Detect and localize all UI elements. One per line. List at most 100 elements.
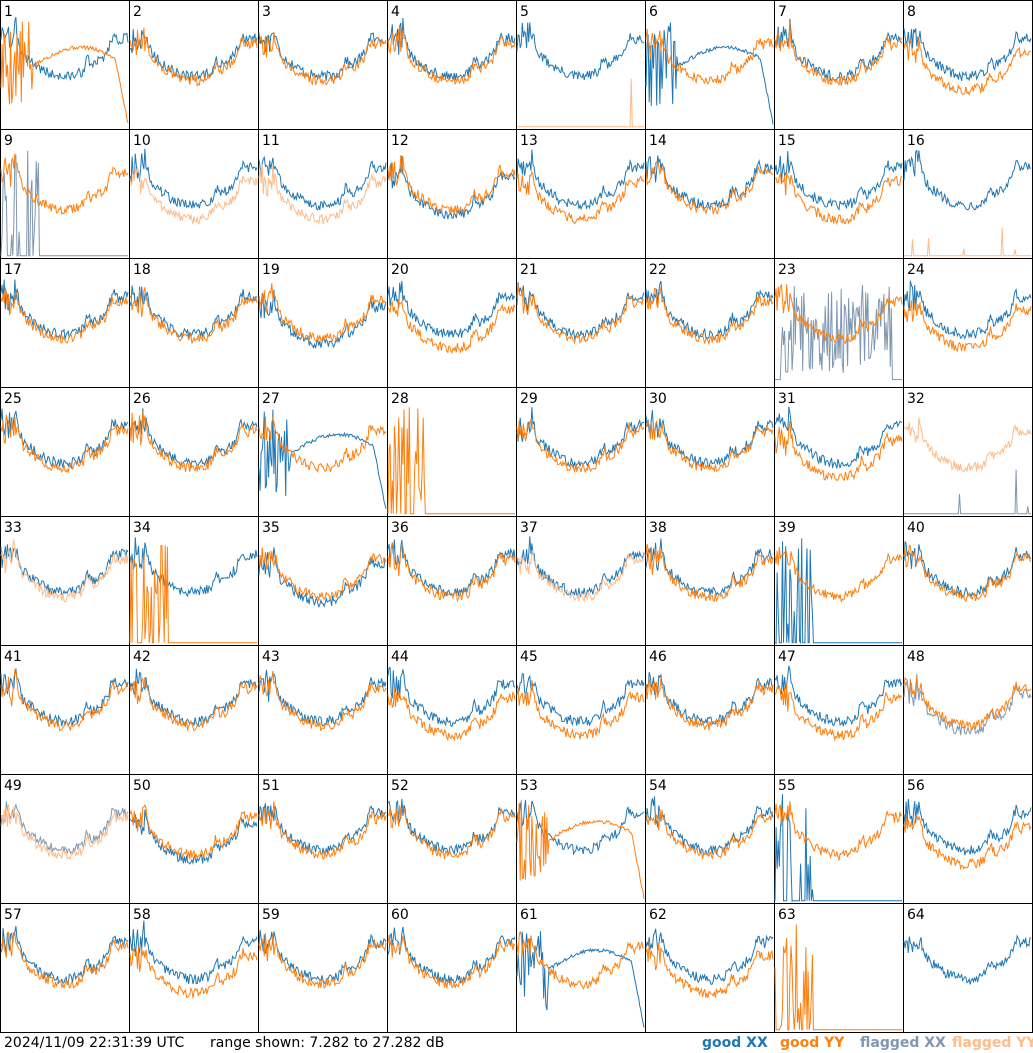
- panel-63: 63: [774, 903, 904, 1033]
- panel-label: 28: [391, 391, 409, 407]
- series-yy-line: [903, 814, 1032, 871]
- panel-label: 36: [391, 520, 409, 536]
- panel-label: 20: [391, 262, 409, 278]
- panel-label: 18: [133, 262, 151, 278]
- series-yy-line: [258, 416, 387, 474]
- panel-42: 42: [129, 645, 259, 775]
- series-yy-line: [516, 679, 645, 740]
- panel-label: 32: [907, 391, 925, 407]
- panel-label: 53: [520, 778, 538, 794]
- series-xx-line: [903, 541, 1032, 599]
- panel-label: 17: [4, 262, 22, 278]
- panel-3: 3: [258, 0, 388, 130]
- panel-22: 22: [645, 258, 775, 388]
- series-xx-line: [645, 22, 774, 125]
- panel-43: 43: [258, 645, 388, 775]
- panel-label: 39: [778, 520, 796, 536]
- panel-51: 51: [258, 774, 388, 904]
- series-yy-line: [258, 801, 387, 860]
- legend-flagged-yy: flagged YY: [952, 1035, 1033, 1051]
- panel-59: 59: [258, 903, 388, 1033]
- series-xx-line: [387, 539, 516, 597]
- series-xx-line: [258, 669, 387, 727]
- panel-14: 14: [645, 129, 775, 259]
- series-yy-line: [258, 164, 387, 226]
- panel-55: 55: [774, 774, 904, 904]
- series-yy-line: [387, 542, 516, 603]
- series-yy-line: [645, 676, 774, 731]
- panel-label: 52: [391, 778, 409, 794]
- series-yy-line: [645, 286, 774, 346]
- panel-label: 7: [778, 4, 787, 20]
- series-xx-line: [903, 798, 1032, 856]
- series-yy-line: [645, 160, 774, 215]
- panel-label: 13: [520, 133, 538, 149]
- panel-35: 35: [258, 516, 388, 646]
- panel-label: 48: [907, 649, 925, 665]
- panel-28: 28: [387, 387, 517, 517]
- series-yy-line: [0, 153, 129, 215]
- legend-flagged-xx: flagged XX: [860, 1035, 946, 1051]
- panel-6: 6: [645, 0, 775, 130]
- panel-label: 61: [520, 907, 538, 923]
- panel-label: 19: [262, 262, 280, 278]
- panel-label: 62: [649, 907, 667, 923]
- series-xx-line: [645, 796, 774, 856]
- series-xx-line: [904, 469, 1031, 515]
- series-xx-line: [0, 279, 129, 341]
- panel-label: 1: [4, 4, 13, 20]
- panel-21: 21: [516, 258, 646, 388]
- panel-frame: [129, 0, 259, 130]
- panel-48: 48: [903, 645, 1033, 775]
- series-xx-line: [258, 409, 387, 509]
- series-yy-line: [387, 934, 516, 989]
- panel-12: 12: [387, 129, 517, 259]
- panel-40: 40: [903, 516, 1033, 646]
- series-xx-line: [258, 155, 387, 211]
- panel-label: 43: [262, 649, 280, 665]
- series-xx-line: [774, 794, 902, 902]
- panel-label: 41: [4, 649, 22, 665]
- series-yy-line: [774, 420, 903, 482]
- panel-23: 23: [774, 258, 904, 388]
- panel-39: 39: [774, 516, 904, 646]
- panel-50: 50: [129, 774, 259, 904]
- panel-19: 19: [258, 258, 388, 388]
- panel-label: 45: [520, 649, 538, 665]
- series-xx-line: [645, 410, 774, 470]
- series-yy-line: [903, 417, 1032, 473]
- panel-18: 18: [129, 258, 259, 388]
- panel-label: 38: [649, 520, 667, 536]
- panel-31: 31: [774, 387, 904, 517]
- panel-5: 5: [516, 0, 646, 130]
- series-xx-line: [258, 929, 387, 985]
- series-xx-line: [774, 538, 902, 645]
- series-yy-line: [903, 676, 1032, 732]
- series-yy-line: [516, 170, 645, 225]
- panel-27: 27: [258, 387, 388, 517]
- series-xx-line: [129, 920, 258, 985]
- legend-good-xx: good XX: [702, 1035, 768, 1051]
- footer-bar: 2024/11/09 22:31:39 UTC range shown: 7.2…: [0, 1033, 1033, 1053]
- panel-label: 54: [649, 778, 667, 794]
- panel-label: 12: [391, 133, 409, 149]
- panel-1: 1: [0, 0, 130, 130]
- series-yy-line: [387, 299, 516, 354]
- panel-frame: [516, 0, 646, 130]
- panel-label: 6: [649, 4, 658, 20]
- series-yy-line: [0, 804, 129, 861]
- series-xx-line: [516, 536, 645, 599]
- series-yy-line: [387, 155, 516, 215]
- panel-64: 64: [903, 903, 1033, 1033]
- panel-11: 11: [258, 129, 388, 259]
- panel-7: 7: [774, 0, 904, 130]
- panel-52: 52: [387, 774, 517, 904]
- panel-13: 13: [516, 129, 646, 259]
- timestamp-text: 2024/11/09 22:31:39 UTC: [4, 1035, 185, 1051]
- panel-frame: [0, 0, 130, 130]
- series-yy-line: [258, 670, 387, 732]
- panel-34: 34: [129, 516, 259, 646]
- panel-label: 31: [778, 391, 796, 407]
- series-yy-line: [516, 799, 645, 900]
